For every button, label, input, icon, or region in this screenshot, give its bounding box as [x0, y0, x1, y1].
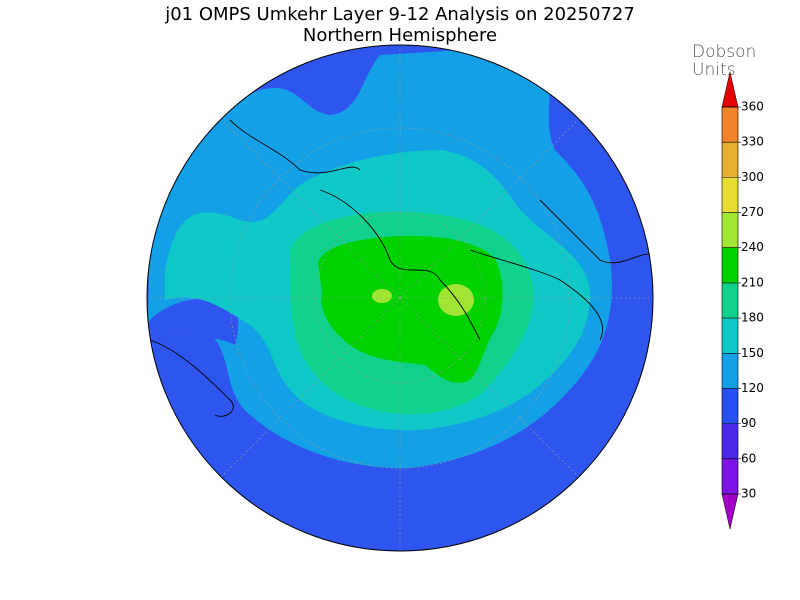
- colorbar-tick-label: 120: [741, 381, 764, 395]
- colorbar-tick-label: 30: [741, 487, 756, 501]
- title: j01 OMPS Umkehr Layer 9-12 Analysis on 2…: [164, 4, 635, 25]
- level-fill: [372, 289, 392, 303]
- colorbar-band: [722, 318, 738, 354]
- meridian: [220, 297, 401, 478]
- subtitle: Northern Hemisphere: [303, 25, 497, 46]
- level-fill: [438, 284, 474, 316]
- map-border: [146, 44, 654, 552]
- colorbar-band: [722, 423, 738, 459]
- colorbar-tick-label: 210: [741, 275, 764, 289]
- colorbar-band: [722, 282, 738, 319]
- colorbar-extend-low: [721, 493, 739, 530]
- colorbar-label: Dobson: [692, 42, 756, 62]
- colorbar-band: [722, 142, 738, 178]
- colorbar-band: [722, 247, 738, 283]
- colorbar-frame: [721, 106, 739, 495]
- ozone-map: [147, 45, 653, 551]
- colorbar-tick-label: 270: [741, 205, 764, 219]
- latitude-line: [229, 127, 571, 469]
- colorbar-tick-label: 360: [741, 100, 764, 114]
- colorbar-band: [722, 107, 738, 143]
- colorbar-tick-label: 60: [741, 451, 756, 465]
- meridian: [399, 118, 580, 299]
- colorbar-band: [722, 177, 738, 213]
- meridians: [147, 45, 653, 551]
- colorbar-band: [722, 353, 738, 389]
- colorbar-band: [722, 458, 738, 494]
- coastline: [149, 119, 653, 417]
- level-fill: [150, 298, 239, 345]
- level-fill: [318, 235, 503, 383]
- colorbar-tick-label: 90: [741, 416, 756, 430]
- meridian: [399, 297, 580, 478]
- latitude-line: [314, 212, 486, 384]
- colorbar-label: Units: [692, 60, 735, 80]
- colorbar-band: [722, 212, 738, 248]
- colorbar-tick-label: 240: [741, 240, 764, 254]
- colorbar-tick-label: 150: [741, 346, 764, 360]
- colorbar: 30 60 90 120 150 180 210 240 270 300 330 360: [721, 71, 764, 530]
- colorbar-tick-label: 180: [741, 311, 764, 325]
- colorbar-band: [722, 388, 738, 424]
- meridian: [220, 118, 401, 299]
- colorbar-tick-label: 330: [741, 135, 764, 149]
- colorbar-tick-label: 300: [741, 170, 764, 184]
